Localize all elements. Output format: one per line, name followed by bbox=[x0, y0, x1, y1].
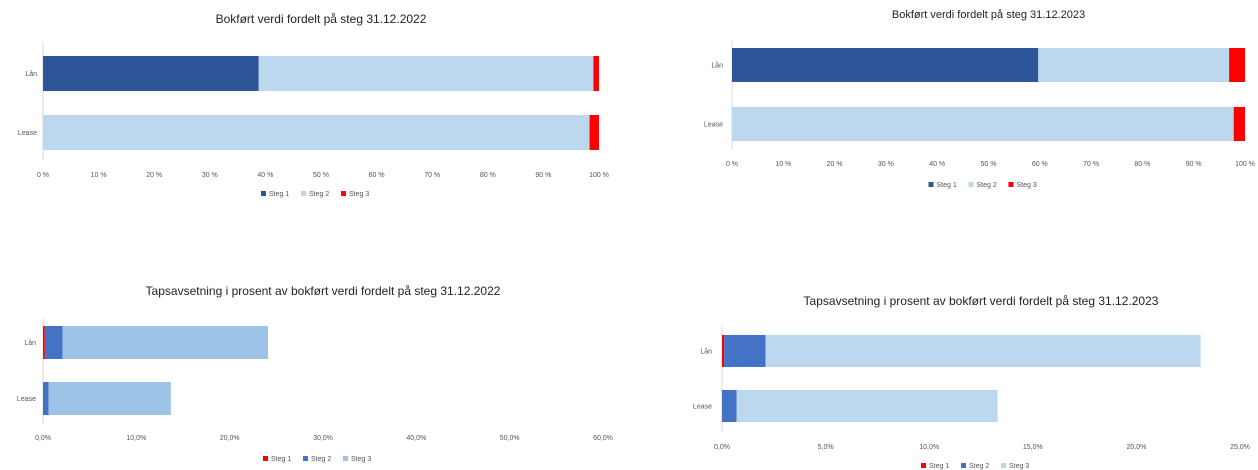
x-tick-label: 70 % bbox=[424, 172, 440, 179]
x-tick-label: 50,0% bbox=[500, 435, 520, 442]
legend-label: Steg 1 bbox=[937, 182, 957, 189]
x-tick-label: 10 % bbox=[91, 172, 107, 179]
legend-label: Steg 1 bbox=[271, 456, 291, 463]
bar-segment bbox=[732, 107, 1234, 141]
x-tick-label: 30 % bbox=[878, 161, 894, 168]
chart-title: Bokført verdi fordelt på steg 31.12.2023 bbox=[892, 9, 1085, 21]
bar-segment bbox=[589, 115, 599, 150]
chart-title: Tapsavsetning i prosent av bokført verdi… bbox=[146, 284, 501, 298]
legend-swatch bbox=[301, 191, 306, 196]
legend-label: Steg 2 bbox=[309, 191, 329, 198]
bar-segment bbox=[43, 326, 45, 359]
bar-segment bbox=[258, 56, 594, 91]
legend-label: Steg 3 bbox=[1009, 463, 1029, 470]
bar-segment bbox=[43, 382, 49, 415]
x-tick-label: 0,0% bbox=[714, 444, 730, 451]
x-tick-label: 40 % bbox=[257, 172, 273, 179]
bar-segment bbox=[48, 382, 171, 415]
x-tick-label: 10 % bbox=[775, 161, 791, 168]
x-tick-label: 15,0% bbox=[1023, 444, 1043, 451]
category-label: Lån bbox=[24, 339, 36, 347]
bar-segment bbox=[1038, 48, 1230, 82]
x-tick-label: 90 % bbox=[1186, 161, 1202, 168]
x-tick-label: 50 % bbox=[313, 172, 329, 179]
bar-segment bbox=[62, 326, 268, 359]
x-tick-label: 40 % bbox=[929, 161, 945, 168]
bar-segment bbox=[43, 56, 259, 91]
legend-swatch bbox=[341, 191, 346, 196]
chart-panel-2: Bokført verdi fordelt på steg 31.12.2023… bbox=[629, 0, 1258, 235]
legend-label: Steg 1 bbox=[929, 463, 949, 470]
x-tick-label: 20 % bbox=[146, 172, 162, 179]
bar-segment bbox=[722, 335, 725, 367]
x-tick-label: 10,0% bbox=[126, 435, 146, 442]
x-tick-label: 25,0% bbox=[1230, 444, 1250, 451]
chart-title: Tapsavsetning i prosent av bokført verdi… bbox=[804, 294, 1159, 308]
x-tick-label: 80 % bbox=[1134, 161, 1150, 168]
x-tick-label: 10,0% bbox=[919, 444, 939, 451]
x-tick-label: 60 % bbox=[1032, 161, 1048, 168]
category-label: Lease bbox=[704, 122, 723, 129]
chart-panel-1: Bokført verdi fordelt på steg 31.12.2022… bbox=[0, 0, 629, 235]
x-tick-label: 30 % bbox=[202, 172, 218, 179]
bar-segment bbox=[1233, 107, 1245, 141]
legend-swatch bbox=[921, 463, 926, 468]
bar-segment bbox=[736, 390, 998, 422]
category-label: Lease bbox=[17, 396, 36, 403]
legend-label: Steg 3 bbox=[351, 456, 371, 463]
x-tick-label: 0 % bbox=[37, 172, 49, 179]
bar-segment bbox=[43, 115, 590, 150]
legend-label: Steg 1 bbox=[269, 191, 289, 198]
chart-svg-2023-loss-provision: Tapsavsetning i prosent av bokført verdi… bbox=[693, 294, 1250, 470]
legend-swatch bbox=[1001, 463, 1006, 468]
category-label: Lån bbox=[711, 62, 723, 70]
legend-swatch bbox=[968, 182, 974, 187]
bar-segment bbox=[765, 335, 1201, 367]
legend-label: Steg 2 bbox=[311, 456, 331, 463]
legend-swatch bbox=[263, 456, 268, 461]
chart-panel-3: Tapsavsetning i prosent av bokført verdi… bbox=[0, 235, 629, 470]
category-label: Lån bbox=[25, 70, 37, 78]
x-tick-label: 100 % bbox=[589, 172, 609, 179]
category-label: Lease bbox=[693, 404, 712, 411]
bar-segment bbox=[1229, 48, 1245, 82]
chart-svg-2022-loss-provision: Tapsavsetning i prosent av bokført verdi… bbox=[17, 284, 613, 463]
legend-swatch bbox=[1008, 182, 1014, 187]
x-tick-label: 20,0% bbox=[220, 435, 240, 442]
legend-label: Steg 2 bbox=[977, 182, 997, 189]
legend-label: Steg 3 bbox=[1017, 182, 1037, 189]
bar-segment bbox=[593, 56, 599, 91]
legend-label: Steg 3 bbox=[349, 191, 369, 198]
bar-segment bbox=[44, 326, 63, 359]
legend-swatch bbox=[343, 456, 348, 461]
legend-label: Steg 2 bbox=[969, 463, 989, 470]
x-tick-label: 70 % bbox=[1083, 161, 1099, 168]
bar-segment bbox=[724, 335, 766, 367]
x-tick-label: 30,0% bbox=[313, 435, 333, 442]
x-tick-label: 20,0% bbox=[1126, 444, 1146, 451]
x-tick-label: 5,0% bbox=[818, 444, 834, 451]
x-tick-label: 60,0% bbox=[593, 435, 613, 442]
bar-segment bbox=[732, 48, 1039, 82]
x-tick-label: 0 % bbox=[726, 161, 738, 168]
category-label: Lease bbox=[18, 130, 37, 137]
x-tick-label: 90 % bbox=[535, 172, 551, 179]
legend-swatch bbox=[961, 463, 966, 468]
chart-panel-4: Tapsavsetning i prosent av bokført verdi… bbox=[629, 235, 1258, 470]
x-tick-label: 0,0% bbox=[35, 435, 51, 442]
x-tick-label: 40,0% bbox=[406, 435, 426, 442]
legend-swatch bbox=[928, 182, 934, 187]
bar-segment bbox=[722, 390, 737, 422]
chart-svg-2023-book-value: Bokført verdi fordelt på steg 31.12.2023… bbox=[704, 9, 1255, 189]
chart-title: Bokført verdi fordelt på steg 31.12.2022 bbox=[216, 12, 427, 26]
x-tick-label: 60 % bbox=[369, 172, 385, 179]
chart-svg-2022-book-value: Bokført verdi fordelt på steg 31.12.2022… bbox=[18, 12, 609, 198]
x-tick-label: 20 % bbox=[827, 161, 843, 168]
legend-swatch bbox=[261, 191, 266, 196]
x-tick-label: 100 % bbox=[1235, 161, 1255, 168]
x-tick-label: 80 % bbox=[480, 172, 496, 179]
category-label: Lån bbox=[700, 348, 712, 356]
legend-swatch bbox=[303, 456, 308, 461]
x-tick-label: 50 % bbox=[981, 161, 997, 168]
